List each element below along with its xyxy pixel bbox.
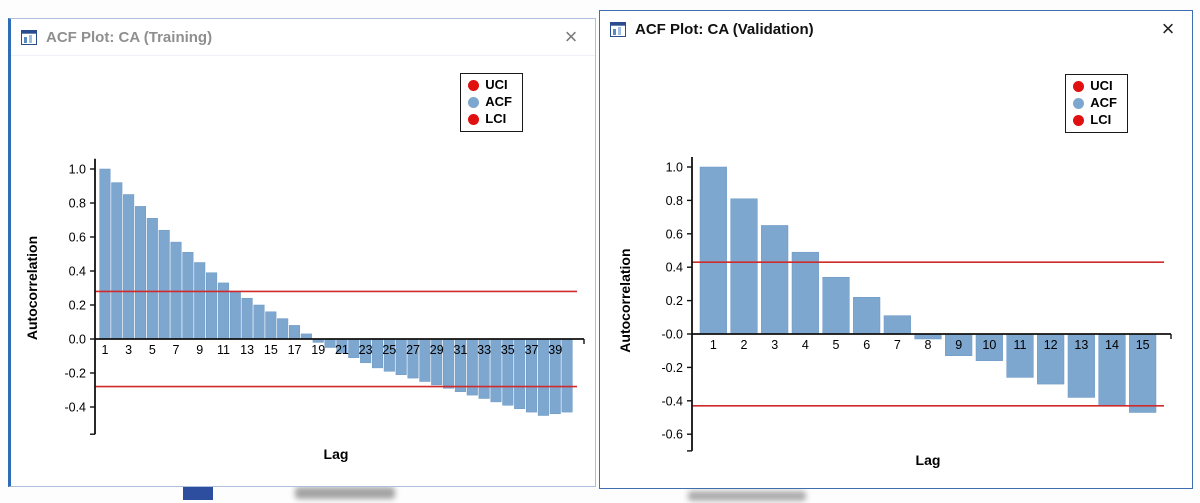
background-blue-box — [183, 486, 213, 500]
uci-dot-icon — [468, 79, 480, 91]
svg-text:0.8: 0.8 — [69, 197, 86, 211]
titlebar-training[interactable]: ACF Plot: CA (Training) × — [11, 19, 595, 56]
svg-text:5: 5 — [149, 343, 156, 357]
svg-text:0.0: 0.0 — [69, 333, 86, 347]
svg-text:1: 1 — [101, 343, 108, 357]
legend-label: LCI — [1090, 112, 1112, 127]
legend: UCI ACF LCI — [460, 73, 523, 132]
window-title: ACF Plot: CA (Training) — [46, 28, 213, 46]
svg-text:11: 11 — [217, 343, 230, 357]
svg-text:4: 4 — [802, 338, 809, 352]
svg-text:-0.0: -0.0 — [661, 328, 683, 342]
svg-text:35: 35 — [501, 343, 515, 357]
background-text-smudge — [688, 491, 806, 501]
svg-text:0.6: 0.6 — [666, 227, 683, 241]
svg-text:Autocorrelation: Autocorrelation — [617, 248, 633, 352]
lci-dot-icon — [468, 113, 480, 125]
svg-text:0.4: 0.4 — [666, 261, 683, 275]
legend-item-uci: UCI — [468, 77, 512, 93]
legend-item-lci: LCI — [468, 111, 512, 127]
svg-text:37: 37 — [525, 343, 539, 357]
svg-text:19: 19 — [311, 343, 325, 357]
svg-text:0.4: 0.4 — [69, 265, 86, 279]
uci-dot-icon — [1073, 80, 1085, 92]
svg-text:33: 33 — [477, 343, 491, 357]
svg-text:13: 13 — [240, 343, 254, 357]
acf-plot-validation-svg: 1.00.80.60.40.2-0.0-0.2-0.4-0.61 2 3 4 5 6 7 8 9… — [617, 156, 1172, 468]
svg-text:11: 11 — [1014, 338, 1027, 352]
acf-dot-icon — [468, 96, 480, 108]
lci-dot-icon — [1073, 114, 1085, 126]
svg-text:3: 3 — [125, 343, 132, 357]
svg-text:15: 15 — [264, 343, 278, 357]
svg-text:9: 9 — [196, 343, 203, 357]
svg-text:0.6: 0.6 — [69, 231, 86, 245]
window-title: ACF Plot: CA (Validation) — [635, 20, 814, 38]
legend-label: UCI — [1090, 78, 1113, 93]
legend-item-lci: LCI — [1073, 112, 1117, 128]
close-icon[interactable]: × — [564, 24, 578, 49]
window-acf-training: ACF Plot: CA (Training) × 1.0 0.8 0.6 0.4 0.… — [8, 18, 596, 487]
svg-text:39: 39 — [548, 343, 562, 357]
svg-text:14: 14 — [1105, 338, 1119, 352]
acf-plot-training-svg: 1.00.80.60.40.20.0-0.2-0.41 3 5 7 9 11 13 15 17 1… — [24, 158, 585, 462]
svg-text:-0.4: -0.4 — [661, 394, 683, 408]
svg-text:2: 2 — [741, 338, 748, 352]
legend-label: ACF — [485, 94, 512, 109]
svg-text:-0.4: -0.4 — [64, 401, 86, 415]
acf-chart-training: 1.0 0.8 0.6 0.4 0.2 0.0 -0.2 -0.4 1 3 5 7 9 11 13 15 17 1… — [15, 59, 593, 482]
acf-dot-icon — [1073, 97, 1085, 109]
background-text-smudge — [295, 487, 395, 499]
chart-window-icon — [21, 29, 37, 45]
acf-chart-validation: 1.0 0.8 0.6 0.4 0.2 -0.0 -0.2 -0.4 -0.6 1 2 3 4 5 6 7 8 9… — [604, 57, 1186, 494]
svg-text:Lag: Lag — [324, 446, 349, 462]
legend-item-acf: ACF — [1073, 95, 1117, 111]
svg-text:Autocorrelation: Autocorrelation — [24, 236, 40, 340]
legend: UCI ACF LCI — [1065, 74, 1128, 133]
legend-item-acf: ACF — [468, 94, 512, 110]
chart-window-icon — [610, 21, 626, 37]
svg-text:-0.6: -0.6 — [661, 428, 683, 442]
window-acf-validation: ACF Plot: CA (Validation) × 1.0 0.8 0.6 0.4… — [599, 10, 1193, 489]
svg-text:1.0: 1.0 — [666, 161, 683, 175]
svg-text:17: 17 — [288, 343, 302, 357]
svg-text:21: 21 — [335, 343, 349, 357]
svg-text:12: 12 — [1044, 338, 1058, 352]
svg-text:5: 5 — [833, 338, 840, 352]
svg-text:7: 7 — [894, 338, 901, 352]
legend-label: LCI — [485, 111, 507, 126]
titlebar-validation[interactable]: ACF Plot: CA (Validation) × — [600, 11, 1192, 47]
svg-text:7: 7 — [173, 343, 180, 357]
svg-text:6: 6 — [863, 338, 870, 352]
svg-text:31: 31 — [453, 343, 467, 357]
svg-text:10: 10 — [982, 338, 996, 352]
legend-label: UCI — [485, 77, 508, 92]
svg-text:15: 15 — [1136, 338, 1150, 352]
svg-text:0.2: 0.2 — [666, 294, 683, 308]
svg-text:1: 1 — [710, 338, 717, 352]
svg-text:25: 25 — [382, 343, 396, 357]
svg-text:29: 29 — [430, 343, 444, 357]
svg-text:3: 3 — [771, 338, 778, 352]
svg-text:27: 27 — [406, 343, 420, 357]
svg-text:9: 9 — [955, 338, 962, 352]
svg-text:Lag: Lag — [916, 452, 941, 468]
svg-text:-0.2: -0.2 — [661, 361, 683, 375]
close-icon[interactable]: × — [1161, 16, 1175, 41]
svg-text:0.2: 0.2 — [69, 299, 86, 313]
legend-item-uci: UCI — [1073, 78, 1117, 94]
svg-text:13: 13 — [1074, 338, 1088, 352]
svg-text:-0.2: -0.2 — [64, 367, 86, 381]
svg-text:8: 8 — [925, 338, 932, 352]
legend-label: ACF — [1090, 95, 1117, 110]
svg-text:0.8: 0.8 — [666, 194, 683, 208]
svg-text:1.0: 1.0 — [69, 163, 86, 177]
svg-text:23: 23 — [359, 343, 373, 357]
